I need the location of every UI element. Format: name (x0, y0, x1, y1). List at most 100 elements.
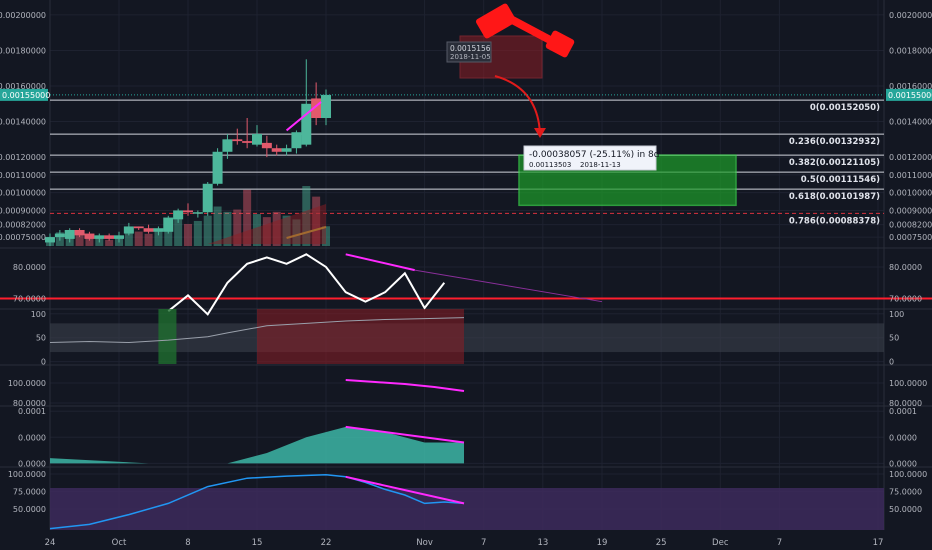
indicator-tick-label-left: 80.0000 (13, 263, 46, 272)
volume-bar (144, 233, 153, 246)
indicator-tick-label-right: 75.0000 (889, 488, 922, 497)
price-tick-label-right: 0.00160000 (889, 82, 932, 91)
price-tick-label-right: 0.00200000 (889, 11, 932, 20)
volume-bar (184, 223, 192, 246)
indicator-tick-label-left: 100.0000 (8, 470, 46, 479)
volume-bar (233, 209, 242, 246)
time-tick-label: 7 (481, 538, 486, 548)
time-tick-label: 7 (777, 538, 782, 548)
target-label-box (523, 145, 657, 171)
overlays (0, 3, 932, 530)
indicator-tick-label-left: 0 (41, 358, 46, 367)
volume-bar (203, 215, 212, 246)
time-tick-label: 25 (656, 538, 667, 548)
candle-body (104, 235, 115, 239)
price-tick-label-right: 0.00075000 (889, 233, 932, 242)
price-tick-label-right: 0.00090000 (889, 206, 932, 215)
time-tick-label: 15 (252, 538, 263, 548)
candle-body (123, 226, 134, 234)
candle-body (94, 235, 105, 239)
indicator-tick-label-left: 0.0000 (18, 459, 46, 468)
fib-level-label: 0.382(0.00121105) (789, 158, 880, 168)
candle-body (321, 94, 331, 118)
band-zone (50, 323, 884, 353)
candle-body (291, 132, 302, 149)
fib-level-label: 0.618(0.00101987) (789, 192, 880, 202)
price-tick-label-right: 0.00140000 (889, 118, 932, 127)
time-axis[interactable]: 24 Oct 8 15 22 Nov 7 13 19 25 Dec 7 17 (45, 538, 884, 548)
time-tick-label: 19 (597, 538, 608, 548)
volume-bar (223, 211, 232, 246)
indicator-tick-label-left: 0.0001 (18, 407, 46, 416)
candle-body (242, 141, 253, 143)
indicator-tick-label-right: 0.0000 (889, 433, 917, 442)
stochastic-k-line (49, 473, 465, 530)
band-highlight-green (158, 309, 177, 364)
band-highlight-red (257, 309, 464, 364)
candle-body (192, 212, 203, 214)
candle-body (183, 210, 193, 213)
price-tick-label-left: 0.00100000 (0, 189, 46, 198)
rsi-divergence-extension (414, 269, 603, 303)
candle-body (45, 237, 55, 243)
price-tick-label-left: 0.00075000 (0, 233, 46, 242)
price-tick-label-left: 0.00090000 (0, 206, 46, 215)
price-axis[interactable]: 0.00200000 0.00200000 0.00180000 0.00180000… (0, 11, 932, 514)
ruler-top-value: 0.0015156 (450, 44, 491, 53)
ruler-top-date: 2018-11-05 (450, 53, 491, 61)
candle-body (84, 233, 95, 239)
indicator-tick-label-left: 70.0000 (13, 295, 46, 304)
indicator-tick-label-right: 80.0000 (889, 399, 922, 408)
candle-body (143, 228, 154, 232)
candle-body (311, 98, 322, 118)
current-price-label-left: 0.00155000 (2, 91, 50, 100)
indicator-tick-label-left: 100.0000 (8, 379, 46, 388)
price-tick-label-left: 0.00200000 (0, 11, 46, 20)
price-tick-label-right: 0.00100000 (889, 189, 932, 198)
target-change-label: -0.00038057 (-25.11%) in 8d (529, 150, 659, 160)
fibonacci-retracement[interactable]: 0(0.00152050) 0.236(0.00132932) 0.382(0.00… (50, 99, 884, 226)
fib-level-label: 0.786(0.00088378) (789, 216, 880, 226)
candle-body (281, 148, 292, 152)
fib-level-label: 0(0.00152050) (810, 103, 880, 113)
price-tick-label-right: 0.00180000 (889, 46, 932, 55)
volume-bar (174, 218, 183, 246)
indicator-tick-label-left: 75.0000 (13, 488, 46, 497)
indicator-tick-label-right: 100 (889, 310, 904, 319)
price-tick-label-left: 0.00110000 (0, 171, 46, 180)
fib-level-label: 0.5(0.00111546) (801, 175, 880, 185)
candle-body (153, 228, 164, 232)
candle-body (232, 139, 243, 142)
volume-bar (213, 206, 222, 246)
current-price-label-right: 0.00155000 (888, 91, 932, 100)
time-tick-label: Oct (112, 538, 127, 548)
indicator-tick-label-right: 50 (889, 334, 899, 343)
fib-level-label: 0.236(0.00132932) (789, 137, 880, 147)
indicator-tick-label-left: 50 (36, 334, 46, 343)
time-tick-label: 17 (873, 538, 884, 548)
band-line (49, 317, 465, 343)
indicator-tick-label-left: 0.0000 (18, 433, 46, 442)
volume-bar (134, 231, 143, 246)
current-price-badge-right (886, 88, 932, 101)
candle-body (271, 148, 282, 152)
candle-body (74, 230, 85, 236)
candle-body (173, 210, 184, 220)
candle-body (54, 233, 65, 238)
time-tick-label: Nov (416, 538, 433, 548)
target-date-label: 2018-11-13 (580, 161, 621, 169)
volume-bar (164, 223, 173, 246)
indicator-tick-label-left: 50.0000 (13, 505, 46, 514)
candlesticks (45, 59, 331, 246)
price-tick-label-left: 0.00082000 (0, 221, 46, 230)
time-tick-label: 24 (45, 538, 56, 548)
candle-body (133, 226, 144, 229)
target-arrow-head (534, 128, 546, 138)
histogram-area (50, 426, 464, 464)
price-tick-label-left: 0.00180000 (0, 46, 46, 55)
indicator-tick-label-right: 0.0000 (889, 459, 917, 468)
histogram-divergence-line (345, 425, 465, 444)
target-arrow (494, 75, 541, 135)
